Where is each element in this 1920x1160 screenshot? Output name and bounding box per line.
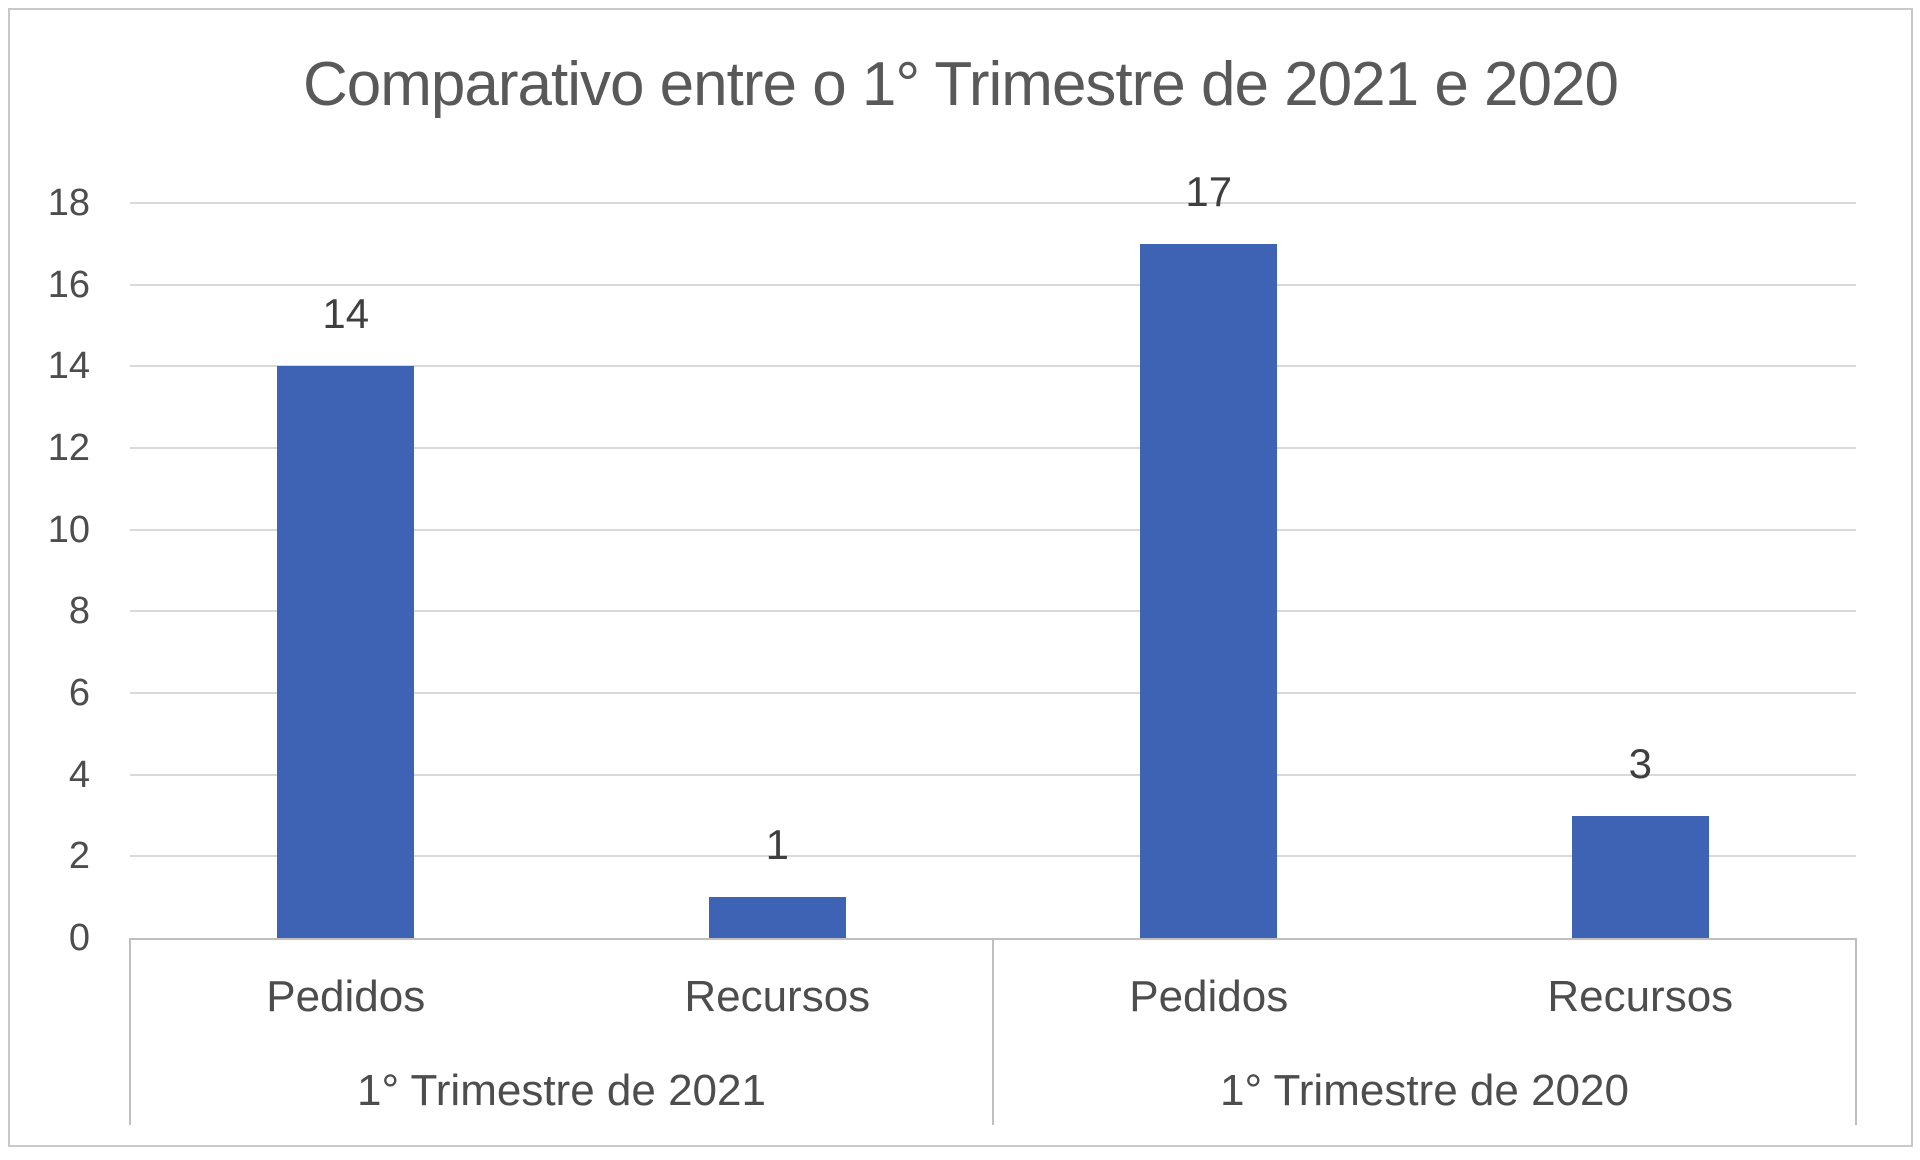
y-tick-label: 6: [68, 672, 90, 714]
bar: [708, 897, 846, 938]
category-label: Recursos: [684, 972, 871, 1021]
chart-title: Comparativo entre o 1° Trimestre de 2021…: [302, 50, 1619, 119]
bar: [277, 366, 415, 938]
y-axis: 0 2 4 6 8 10 12 14 16 18: [10, 183, 90, 958]
group-label: 1° Trimestre de 2020: [1220, 1066, 1629, 1115]
y-tick-label: 8: [68, 590, 90, 633]
category-label: Pedidos: [1129, 972, 1289, 1021]
gridline: [130, 692, 1856, 694]
gridline: [130, 283, 1856, 286]
y-tick-label: 18: [47, 182, 90, 224]
bar: [1571, 815, 1709, 938]
bar-value-label: 3: [1628, 739, 1652, 787]
bar-value-label: 14: [322, 290, 370, 338]
axis-separator: [992, 938, 994, 1125]
group-label: 1° Trimestre de 2021: [357, 1066, 766, 1115]
x-axis: Pedidos Recursos Pedidos Recursos 1° Trimest…: [129, 938, 1857, 1125]
gridline: [130, 773, 1856, 776]
gridline: [130, 528, 1856, 531]
bar-value-label: 17: [1185, 167, 1233, 215]
category-label: Recursos: [1547, 972, 1734, 1021]
axis-separator: [1855, 938, 1857, 1125]
y-tick-label: 12: [47, 427, 90, 469]
y-tick-label: 4: [68, 753, 90, 796]
plot-area: 14 1 17 3: [130, 168, 1856, 940]
gridline: [130, 365, 1856, 368]
gridline: [130, 610, 1856, 613]
y-tick-label: 10: [47, 508, 90, 551]
y-tick-label: 2: [68, 835, 90, 878]
bar-value-label: 1: [765, 821, 789, 869]
category-label: Pedidos: [266, 972, 426, 1021]
y-tick-label: 14: [47, 345, 90, 388]
y-tick-label: 0: [68, 917, 90, 959]
gridline: [130, 202, 1856, 204]
gridline: [130, 447, 1856, 449]
bar: [1140, 243, 1278, 938]
y-tick-label: 16: [47, 263, 90, 306]
chart-frame: Comparativo entre o 1° Trimestre de 2021…: [8, 8, 1913, 1147]
axis-separator: [129, 938, 131, 1125]
gridline: [130, 855, 1856, 858]
